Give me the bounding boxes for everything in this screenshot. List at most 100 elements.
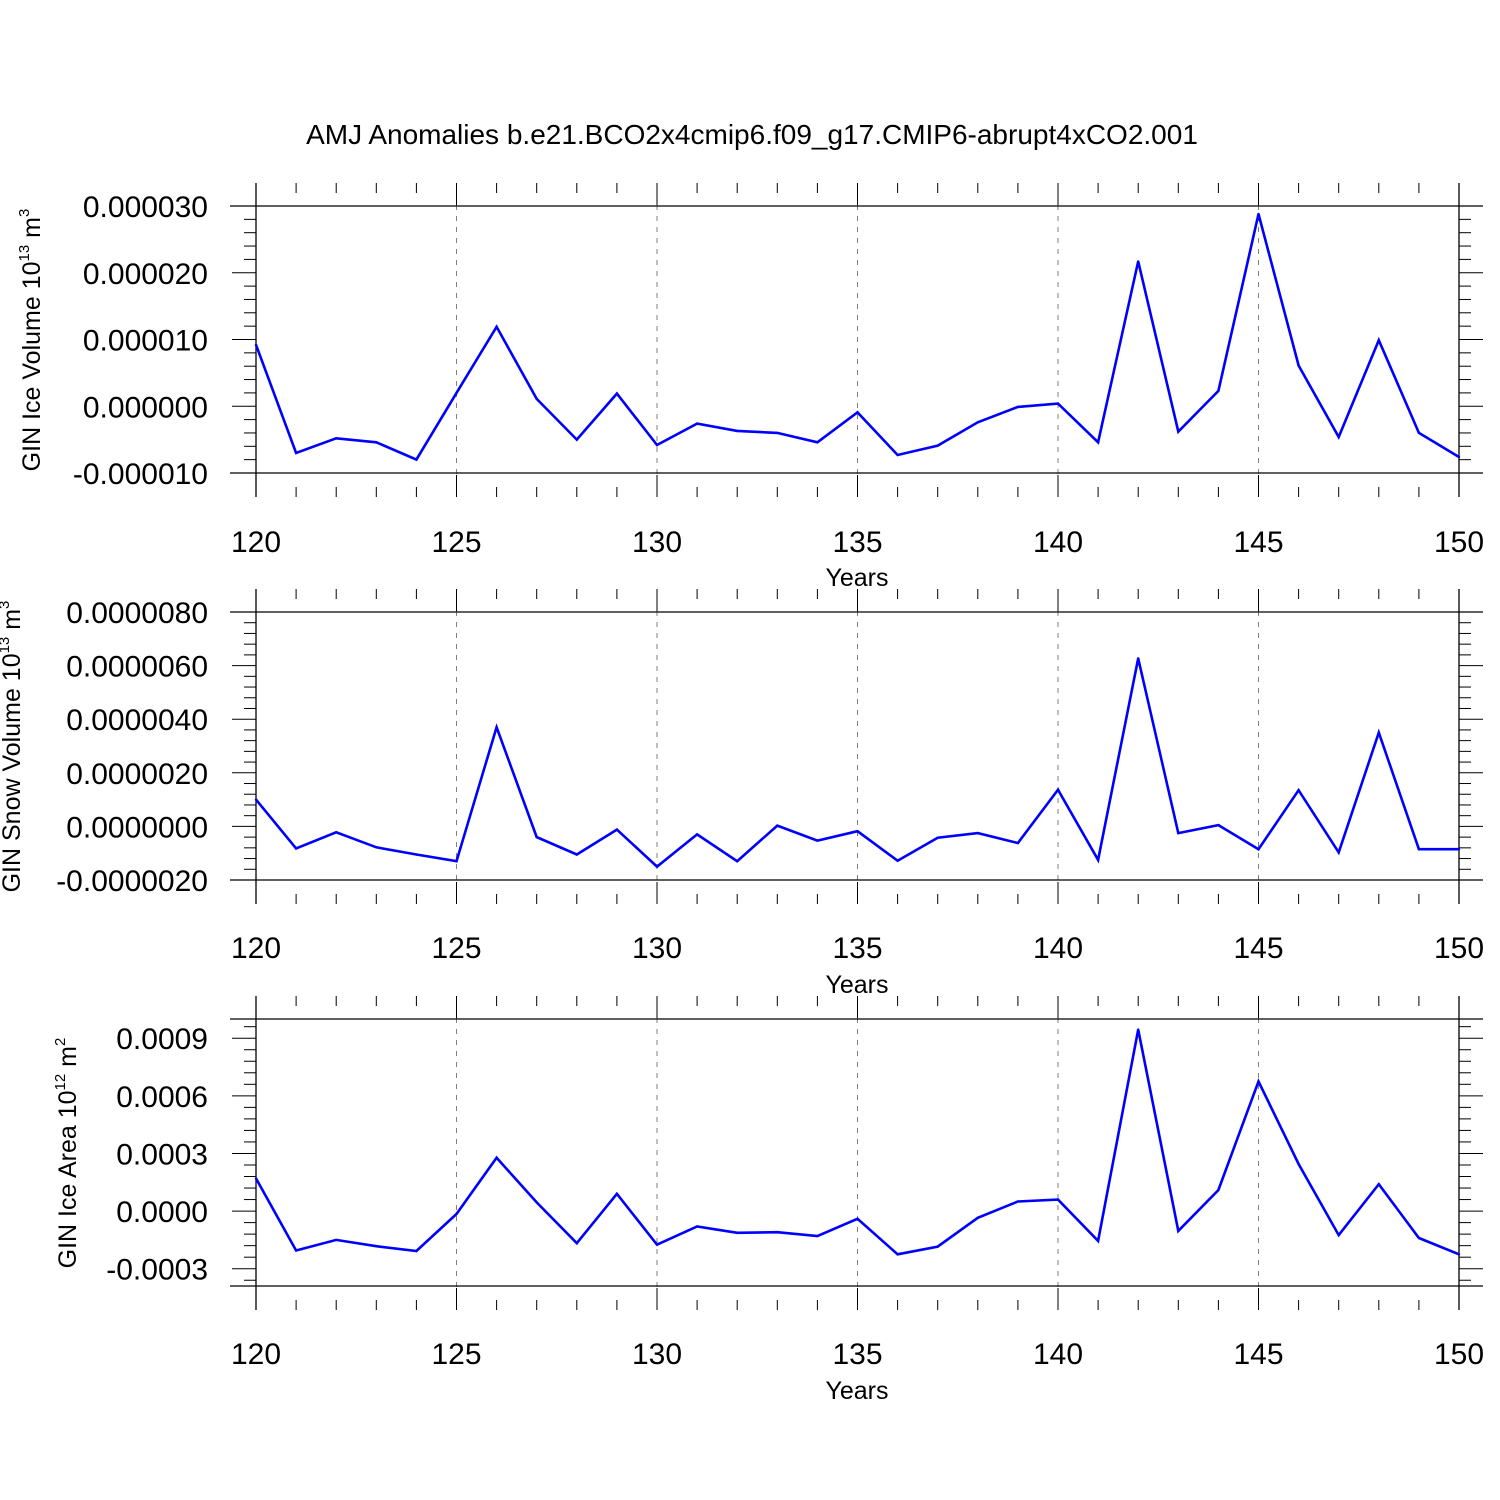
x-tick-label: 120 <box>231 526 281 559</box>
data-point <box>655 443 659 447</box>
data-point <box>856 830 859 833</box>
data-point <box>535 1201 538 1204</box>
data-point <box>1137 260 1140 263</box>
x-tick-label: 140 <box>1033 932 1083 965</box>
x-tick-label: 150 <box>1434 1338 1484 1371</box>
y-tick-label: 0.0003 <box>116 1138 208 1171</box>
data-point <box>1056 788 1060 791</box>
y-axis-label: GIN Ice Volume 1013 m3 <box>16 209 46 472</box>
x-tick-label: 140 <box>1033 1338 1083 1371</box>
y-tick-label: 0.000030 <box>83 191 208 224</box>
x-tick-label: 130 <box>632 1338 682 1371</box>
y-tick-label: 0.0009 <box>116 1023 208 1056</box>
data-point <box>375 1245 378 1248</box>
data-point <box>1016 841 1020 845</box>
data-point <box>1337 435 1340 439</box>
data-point <box>1297 789 1300 792</box>
x-tick-label: 145 <box>1233 526 1283 559</box>
y-tick-label: 0.0000060 <box>66 651 208 684</box>
data-point <box>936 836 939 839</box>
data-point <box>615 828 619 831</box>
data-point <box>535 397 538 401</box>
data-point <box>856 411 859 414</box>
data-point <box>1457 847 1461 851</box>
x-tick-label: 120 <box>231 932 281 965</box>
y-tick-label: 0.000010 <box>83 325 208 358</box>
data-point <box>294 1249 298 1252</box>
x-axis-label: Years <box>825 1377 888 1405</box>
data-point <box>1016 1200 1020 1203</box>
data-point <box>936 1245 939 1248</box>
x-axis-label: Years <box>825 564 888 592</box>
x-tick-label: 150 <box>1434 526 1484 559</box>
y-tick-label: 0.0000 <box>116 1196 208 1229</box>
y-tick-label: -0.000010 <box>73 458 208 491</box>
data-point <box>1337 1233 1340 1237</box>
data-point <box>736 429 739 433</box>
x-axis-label: Years <box>825 971 888 999</box>
x-tick-label: 145 <box>1233 1338 1283 1371</box>
panel-1: 120 125 130 135 140 145 150 Years -0.000010 0.000… <box>16 183 1484 592</box>
y-tick-label: 0.0006 <box>116 1081 208 1114</box>
y-tick-label: -0.0000020 <box>56 865 208 898</box>
data-point <box>776 431 779 435</box>
data-point <box>415 458 418 461</box>
data-point <box>1257 212 1260 216</box>
data-point <box>1056 1198 1060 1201</box>
x-tick-label: 130 <box>632 526 682 559</box>
data-point <box>1177 1229 1180 1233</box>
data-point <box>1257 847 1260 851</box>
data-point <box>335 1238 338 1242</box>
data-point <box>335 831 338 834</box>
data-point <box>816 1234 819 1238</box>
y-tick-label: 0.000020 <box>83 258 208 291</box>
data-point <box>375 846 378 849</box>
data-point <box>455 391 458 395</box>
data-point <box>896 1253 899 1256</box>
x-tick-label: 140 <box>1033 526 1083 559</box>
data-point <box>1096 858 1100 862</box>
data-point <box>1417 847 1421 851</box>
data-point <box>615 392 619 395</box>
data-point <box>455 860 458 863</box>
data-point <box>495 1156 498 1159</box>
data-point <box>655 865 659 868</box>
data-point <box>896 453 899 457</box>
data-point <box>896 859 899 862</box>
data-point <box>736 860 739 863</box>
data-point <box>936 444 939 447</box>
data-point <box>655 1243 659 1246</box>
data-point <box>695 1225 699 1228</box>
data-point <box>695 422 699 425</box>
data-point <box>695 833 699 836</box>
data-point <box>776 824 779 827</box>
data-point <box>575 1241 578 1245</box>
data-point <box>415 853 418 856</box>
data-point <box>1297 364 1300 367</box>
data-point <box>976 831 979 835</box>
data-point <box>1417 1236 1421 1240</box>
data-point <box>1056 402 1060 405</box>
data-point <box>254 798 258 801</box>
data-point <box>1177 430 1180 433</box>
data-point <box>1417 431 1421 435</box>
y-tick-label: 0.0000020 <box>66 758 208 791</box>
data-point <box>495 726 498 729</box>
data-point <box>575 853 578 856</box>
panel-3: 120 125 130 135 140 145 150 Years -0.0003 0.0000 0… <box>52 996 1484 1405</box>
data-point <box>1377 1182 1381 1186</box>
y-tick-label: 0.0000040 <box>66 704 208 737</box>
data-point <box>1096 441 1100 444</box>
x-tick-label: 135 <box>832 932 882 965</box>
data-point <box>1217 823 1220 827</box>
y-tick-label: -0.0003 <box>106 1254 208 1287</box>
x-tick-label: 135 <box>832 1338 882 1371</box>
data-point <box>1177 831 1180 835</box>
data-point <box>856 1217 859 1220</box>
data-point <box>575 438 578 441</box>
x-tick-label: 145 <box>1233 932 1283 965</box>
data-point <box>1257 1080 1260 1083</box>
data-point <box>294 847 298 850</box>
